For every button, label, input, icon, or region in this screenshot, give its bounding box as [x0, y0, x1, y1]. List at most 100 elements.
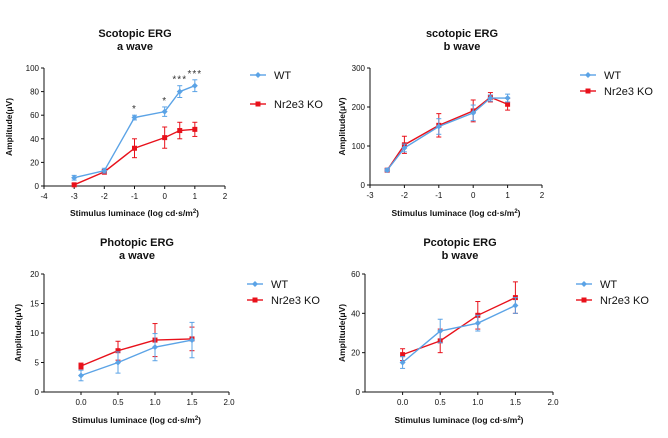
chart-title: Scotopic ERG: [98, 28, 171, 40]
y-axis-label: Amplitude(μV): [337, 304, 347, 362]
x-tick-label: 1.5: [510, 398, 522, 407]
series-line: [402, 296, 516, 356]
series-ko: [78, 323, 195, 370]
x-tick-label: 1: [193, 192, 198, 201]
data-point: [71, 182, 77, 188]
data-point: [192, 126, 198, 132]
data-point: [512, 302, 519, 309]
y-axis-label: Amplitude(μV): [337, 97, 347, 155]
series-wt: [71, 79, 198, 181]
x-tick-label: -3: [366, 191, 374, 200]
y-tick-label: 0: [361, 181, 366, 190]
series-line: [73, 128, 195, 186]
x-tick-label: 2: [540, 191, 545, 200]
x-axis-label: Stimulus luminace (log cd·s/m2): [395, 415, 524, 425]
data-point: [399, 359, 406, 366]
legend-label: Nr2e3 KO: [271, 295, 320, 307]
legend: WT Nr2e3 KO: [580, 70, 653, 98]
series-line: [74, 85, 196, 179]
y-tick-label: 100: [352, 142, 366, 151]
data-point: [189, 337, 195, 344]
chart-subtitle: b wave: [444, 41, 481, 53]
y-tick-label: 60: [351, 270, 360, 279]
x-tick-label: -3: [71, 192, 79, 201]
series-line: [402, 304, 516, 364]
series-ko: [71, 121, 198, 188]
y-tick-label: 200: [352, 103, 366, 112]
series-line: [386, 96, 508, 171]
data-point: [487, 95, 494, 102]
data-point: [401, 144, 408, 151]
significance-marker: ***: [172, 75, 187, 86]
y-tick-label: 0: [35, 388, 40, 397]
data-point: [115, 359, 121, 366]
data-point: [78, 363, 84, 369]
data-point: [176, 88, 183, 95]
chart-title: Photopic ERG: [100, 237, 174, 249]
y-tick-label: 40: [30, 135, 39, 144]
legend-label: Nr2e3 KO: [604, 86, 653, 98]
data-point: [132, 145, 137, 151]
series-wt: [399, 297, 519, 369]
x-tick-label: 0.0: [397, 398, 409, 407]
significance-marker: ***: [187, 69, 202, 80]
data-point: [504, 95, 511, 102]
y-tick-label: 100: [26, 64, 40, 73]
legend: WT Nr2e3 KO: [576, 279, 649, 307]
x-tick-label: 1: [505, 191, 510, 200]
y-tick-label: 80: [30, 88, 39, 97]
series-line: [80, 338, 193, 367]
x-tick-label: 2: [223, 192, 228, 201]
y-tick-label: 20: [30, 270, 39, 279]
chart-title: Pcotopic ERG: [423, 237, 496, 249]
x-axis-label: Stimulus luminace (log cd·s/m2): [392, 208, 521, 218]
data-point: [505, 101, 511, 107]
x-tick-label: 2.0: [223, 398, 235, 407]
x-tick-label: -2: [401, 191, 409, 200]
chart-title: scotopic ERG: [426, 28, 498, 40]
x-tick-label: 1.0: [472, 398, 484, 407]
x-tick-label: 0: [162, 192, 167, 201]
y-tick-label: 15: [30, 300, 39, 309]
y-tick-label: 0: [35, 182, 40, 191]
legend: WT Nr2e3 KO: [247, 279, 320, 307]
legend-marker: [255, 101, 261, 107]
chart-subtitle: a wave: [117, 41, 153, 53]
data-point: [131, 114, 138, 121]
x-tick-label: 0.0: [75, 398, 87, 407]
x-tick-label: -2: [101, 192, 109, 201]
x-axis-label: Stimulus luminace (log cd·s/m2): [72, 415, 201, 425]
legend-label: Nr2e3 KO: [274, 99, 323, 111]
legend-marker: [252, 281, 258, 287]
x-tick-label: 0.5: [435, 398, 447, 407]
legend-label: WT: [274, 70, 291, 82]
legend-label: Nr2e3 KO: [600, 295, 649, 307]
data-point: [71, 174, 78, 181]
x-tick-label: 0.5: [112, 398, 124, 407]
x-tick-label: 1.0: [149, 398, 161, 407]
series-wt: [384, 93, 511, 174]
x-axis-label: Stimulus luminace (log cd·s/m2): [70, 208, 199, 218]
y-tick-label: 60: [30, 111, 39, 120]
significance-marker: *: [162, 96, 167, 107]
data-point: [470, 109, 477, 116]
legend-label: WT: [600, 279, 617, 291]
data-point: [435, 123, 442, 130]
y-axis-label: Amplitude(μV): [13, 304, 23, 362]
data-point: [191, 82, 198, 89]
series-line: [80, 339, 193, 377]
data-point: [152, 344, 158, 351]
series-ko: [400, 281, 518, 362]
legend-marker: [585, 88, 591, 94]
x-tick-label: 2.0: [547, 398, 559, 407]
y-tick-label: 10: [30, 329, 39, 338]
legend-label: WT: [271, 279, 288, 291]
data-point: [162, 135, 168, 141]
x-tick-label: -1: [435, 191, 443, 200]
data-point: [474, 320, 481, 327]
legend-marker: [581, 281, 587, 287]
